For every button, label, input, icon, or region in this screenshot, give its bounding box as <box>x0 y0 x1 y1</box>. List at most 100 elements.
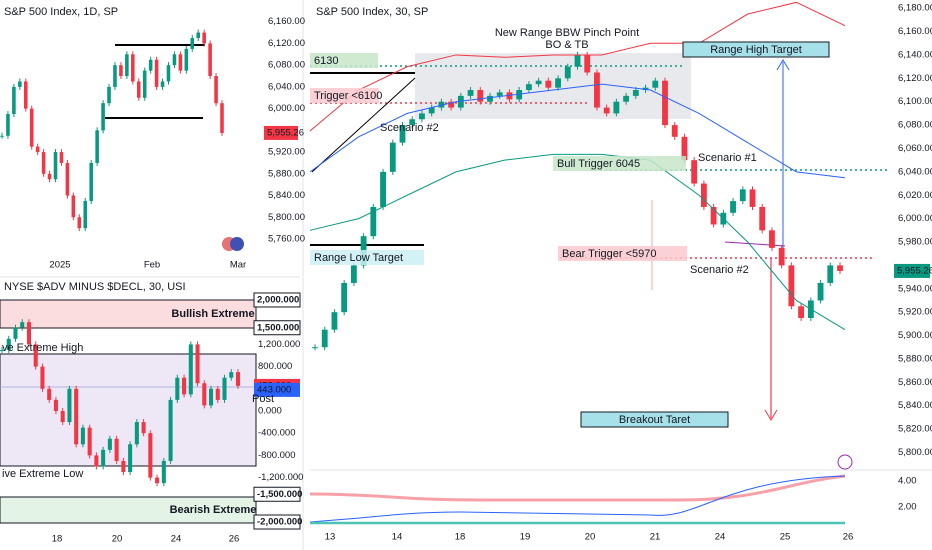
y-tick-label: 6,080.00 <box>898 120 932 131</box>
x-tick-label: 18 <box>455 532 466 543</box>
indicator-tick: 2.00 <box>898 502 917 513</box>
price-tag-label: 5,955.26 <box>267 127 304 138</box>
candle <box>195 344 200 384</box>
candle <box>113 65 117 87</box>
y-tick-label: -400.000 <box>258 428 296 439</box>
y-tick-label: 5,840.00 <box>268 190 305 201</box>
candle <box>128 444 133 473</box>
candle <box>409 119 416 126</box>
candle <box>457 95 464 108</box>
annotation: New Range BBW Pinch Point <box>495 27 639 39</box>
candle <box>214 76 218 104</box>
candle <box>12 86 16 115</box>
x-tick-label: 25 <box>780 532 791 543</box>
y-tick-label: 5,820.00 <box>898 424 932 435</box>
candle <box>438 101 445 108</box>
candle <box>516 90 523 100</box>
candle <box>350 265 357 283</box>
candle <box>33 344 38 367</box>
alert-icon[interactable] <box>837 454 853 470</box>
candle <box>168 399 173 461</box>
zone-label: Bearish Extreme <box>170 504 257 516</box>
candle <box>652 80 659 88</box>
candle <box>53 152 58 180</box>
candle <box>448 101 455 108</box>
candle <box>208 43 212 77</box>
price-tag-label: -1,500.000 <box>257 489 302 500</box>
candle <box>95 130 99 163</box>
candle <box>389 142 396 172</box>
annotation-label: 6130 <box>314 55 338 67</box>
candle <box>229 372 234 378</box>
candle <box>487 95 493 102</box>
candle <box>125 54 129 77</box>
annotation-box <box>310 88 379 103</box>
candle <box>136 81 141 98</box>
candle <box>594 72 600 108</box>
candle <box>564 66 571 79</box>
x-tick-label: 18 <box>52 534 63 545</box>
candle <box>107 86 111 104</box>
candle <box>827 265 834 283</box>
annotation-label: Bull Trigger 6045 <box>557 158 640 170</box>
candle <box>107 438 112 450</box>
candle <box>119 65 123 77</box>
annotation-box <box>558 246 687 261</box>
y-tick-label: 6,160.00 <box>268 16 305 27</box>
candle <box>172 54 177 66</box>
candle <box>142 70 147 98</box>
candle <box>178 54 183 71</box>
x-tick-label: Feb <box>144 260 160 271</box>
candle <box>681 136 688 161</box>
annotation-box <box>310 53 378 68</box>
y-tick-label: 6,120.00 <box>898 73 932 84</box>
candle <box>496 92 503 96</box>
y-tick-label: 6,000.00 <box>268 103 305 114</box>
annotation-label: Breakout Taret <box>619 414 690 426</box>
annotation-label: Range Low Target <box>314 252 403 264</box>
band-line <box>309 153 846 331</box>
candle <box>535 80 542 85</box>
candle <box>710 206 717 225</box>
y-tick-label: 6,140.00 <box>898 49 932 60</box>
arrow-head <box>776 59 790 71</box>
candle <box>166 65 171 82</box>
annotation: Scenario #1 <box>698 152 757 164</box>
candle <box>80 427 85 445</box>
zone-label: Bullish Extreme <box>171 308 254 320</box>
candle <box>545 80 552 88</box>
y-tick-label: 5,880.00 <box>268 168 305 179</box>
candle <box>399 125 406 143</box>
y-tick-label: 5,920.00 <box>268 147 305 158</box>
candle <box>321 329 328 348</box>
candle <box>837 265 843 271</box>
y-tick-label: 6,020.00 <box>898 190 932 201</box>
candle <box>101 449 106 467</box>
candle <box>24 81 28 109</box>
y-tick-label: -800.000 <box>258 450 296 461</box>
candle <box>380 171 386 207</box>
band-line <box>309 83 846 179</box>
candle <box>574 54 581 67</box>
candle <box>155 477 160 484</box>
candle <box>74 388 79 445</box>
price-tag <box>253 320 301 336</box>
annotation-label: Range High Target <box>710 44 802 56</box>
price-tag-label: 1,500.000 <box>257 322 299 333</box>
annotation: Scenario #2 <box>690 264 749 276</box>
price-tag-label: -2,000.000 <box>257 517 302 528</box>
flag-icon <box>230 237 244 251</box>
annotation: BO & TB <box>545 39 588 51</box>
y-tick-label: 5,760.00 <box>268 234 305 245</box>
annotation-label: Trigger <6100 <box>314 90 382 102</box>
annotation: Scenario #2 <box>380 122 439 134</box>
annotation-box <box>553 156 686 171</box>
candle <box>6 338 11 350</box>
candle <box>40 366 45 389</box>
x-tick-label: 26 <box>229 534 240 545</box>
x-tick-label: 20 <box>585 532 596 543</box>
candle <box>67 388 72 423</box>
candle <box>87 427 92 456</box>
candle <box>101 103 105 131</box>
